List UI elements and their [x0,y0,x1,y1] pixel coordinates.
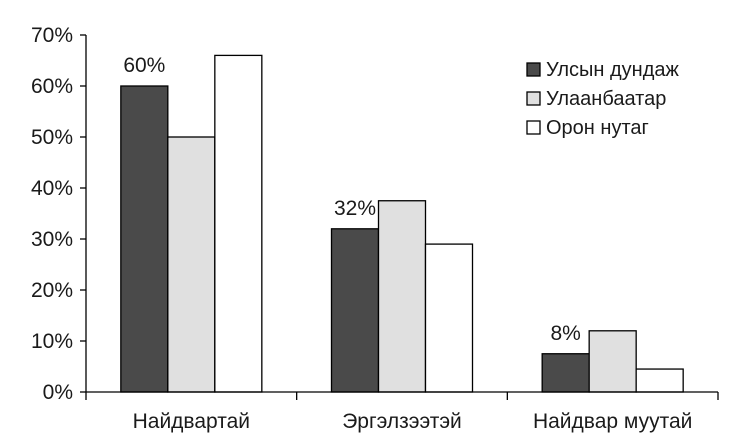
y-tick-label: 70% [31,24,73,47]
y-tick-label: 30% [31,228,73,251]
bar [120,85,169,393]
legend: Улсын дундаж Улаанбаатар Орон нутаг [526,59,680,139]
bar [588,330,637,393]
bar [377,200,427,393]
x-axis: Найдвартай Эргэлзээтэй Найдвар муутай [85,391,719,433]
bar [330,228,380,393]
data-labels: 60% 32% 8% [123,54,581,345]
bar [635,368,684,393]
bar [167,136,216,393]
y-axis: 0% 10% 20% 30% 40% 50% 60% 70% [31,24,87,404]
data-label: 8% [550,322,580,345]
y-tick-label: 60% [31,75,73,98]
data-label: 32% [334,197,376,220]
legend-label: Орон нутаг [546,117,649,139]
bar [214,54,263,393]
bar [424,243,474,393]
y-tick-label: 50% [31,126,73,149]
legend-swatch [526,62,541,77]
x-category-label: Найдвартай [133,410,250,433]
y-tick-label: 40% [31,177,73,200]
x-category-label: Найдвар муутай [533,410,692,433]
y-tick-label: 20% [31,279,73,302]
legend-swatch [526,120,541,135]
bar [541,353,590,393]
x-category-label: Эргэлзээтэй [342,410,462,433]
legend-swatch [526,91,541,106]
legend-label: Улсын дундаж [546,59,680,81]
bars [120,54,684,393]
y-tick-label: 0% [43,381,73,404]
y-tick-label: 10% [31,330,73,353]
data-label: 60% [123,54,165,77]
legend-label: Улаанбаатар [546,88,666,110]
